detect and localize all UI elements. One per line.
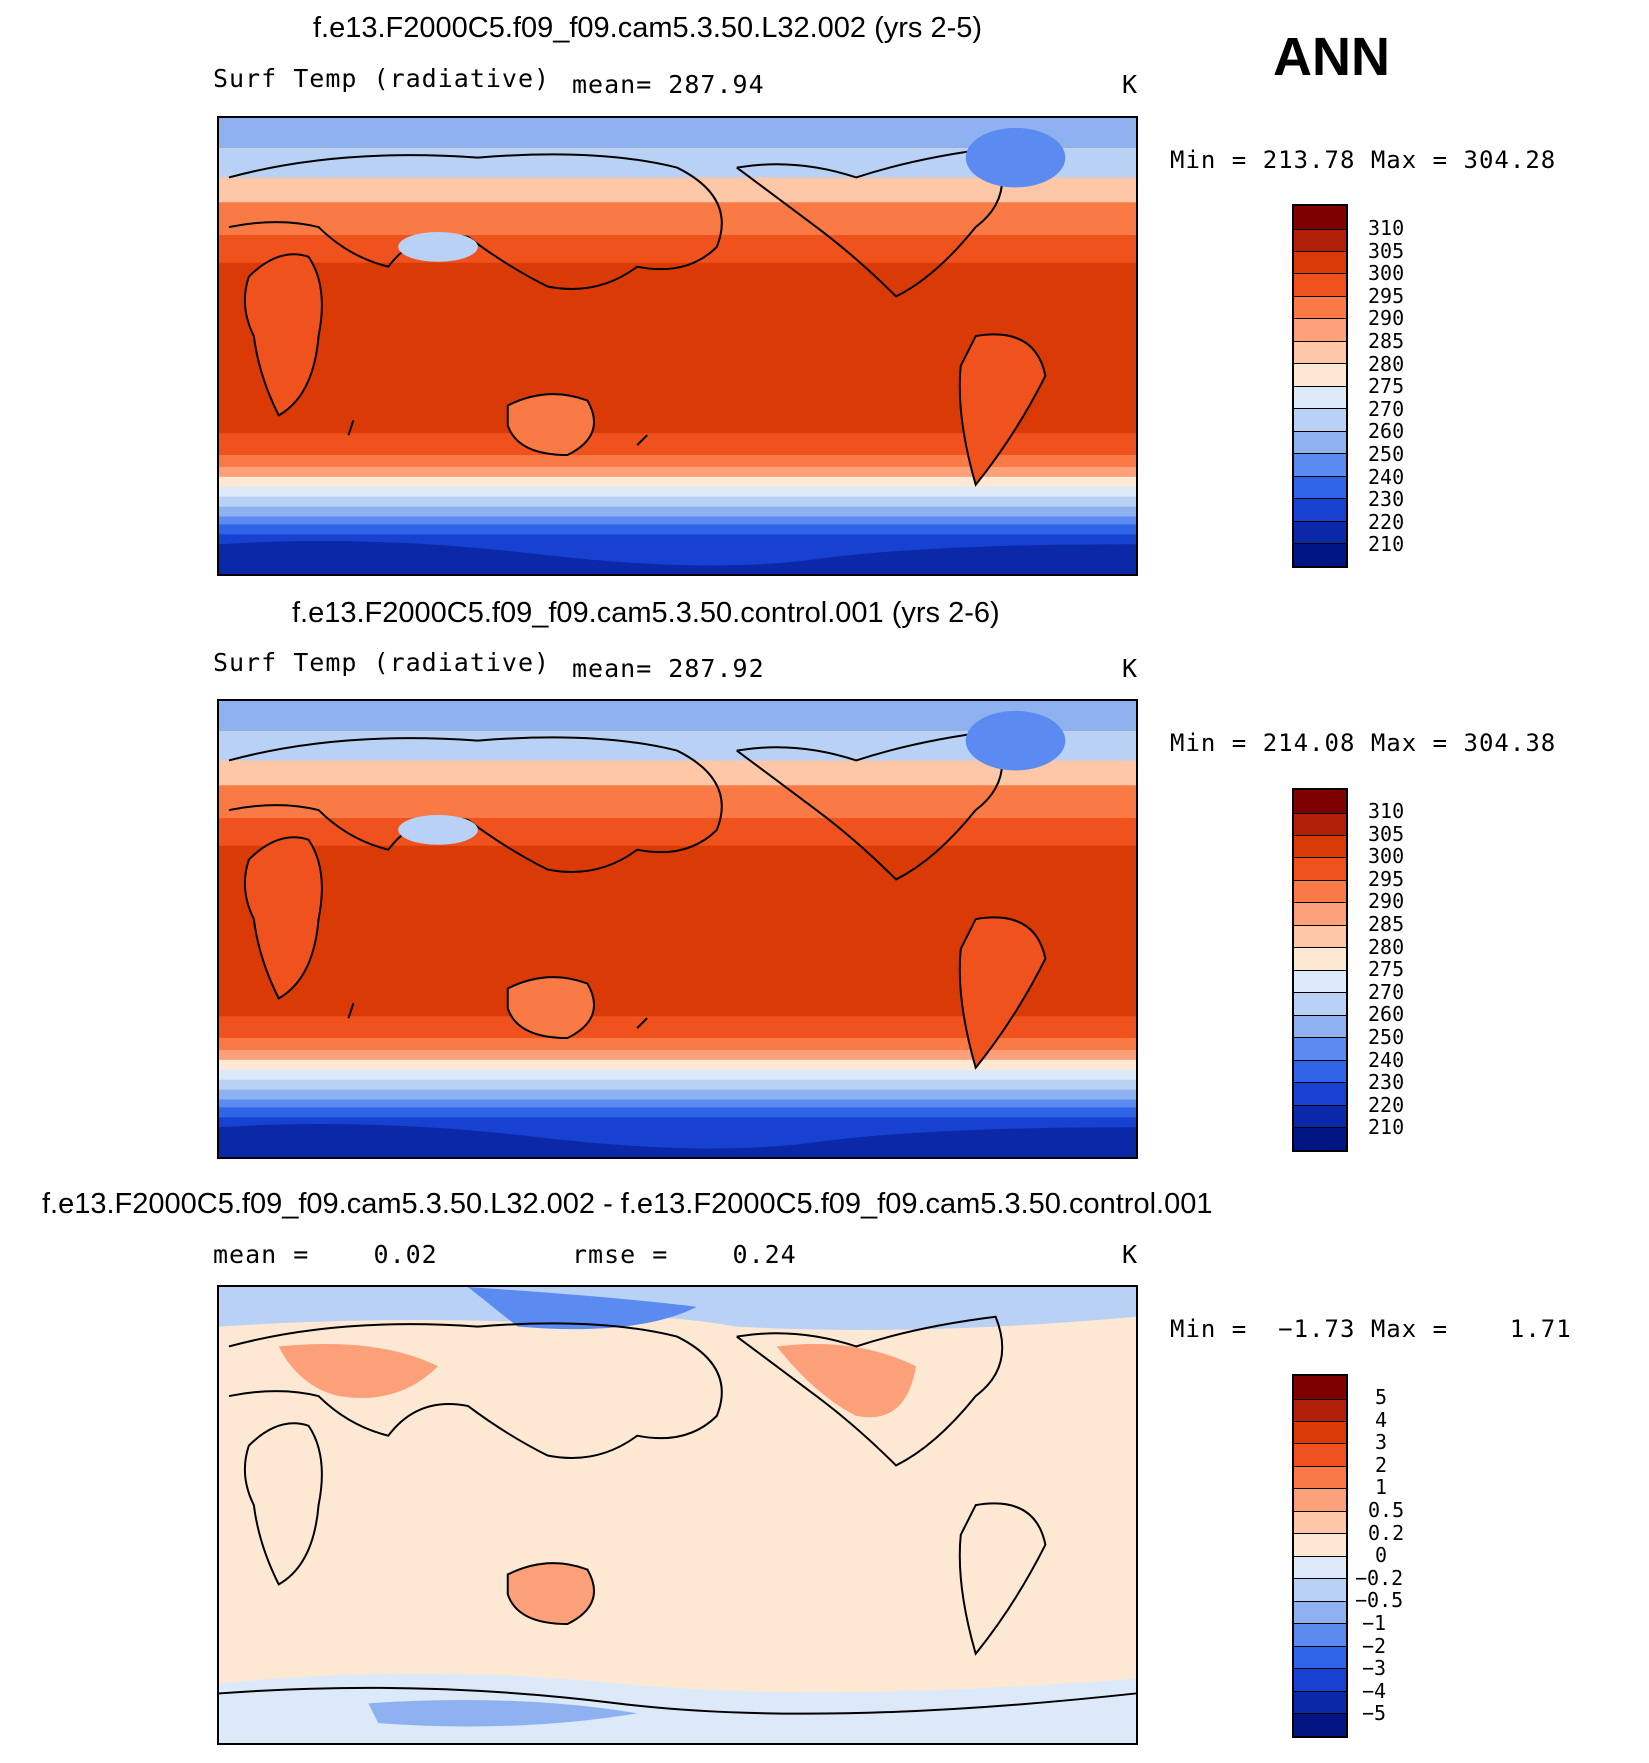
cb3-label: 3 <box>1375 1430 1388 1454</box>
cb1-label: 270 <box>1368 397 1405 421</box>
cb3-label: −1 <box>1362 1611 1387 1635</box>
cb1-label: 240 <box>1368 465 1405 489</box>
cb3-label: −0.5 <box>1355 1588 1404 1612</box>
cb2-label: 290 <box>1368 889 1405 913</box>
panel1-title: f.e13.F2000C5.f09_f09.cam5.3.50.L32.002 … <box>313 12 983 44</box>
cb1-label: 220 <box>1368 510 1405 534</box>
cb1-label: 280 <box>1368 352 1405 376</box>
cb1-label: 310 <box>1368 216 1405 240</box>
cb1-label: 230 <box>1368 487 1405 511</box>
cb2-label: 270 <box>1368 980 1405 1004</box>
panel2-colorbar <box>1292 788 1348 1152</box>
cb3-label: 5 <box>1375 1385 1388 1409</box>
cb3-label: −0.2 <box>1355 1566 1404 1590</box>
cb3-label: 0.2 <box>1368 1521 1405 1545</box>
cb2-label: 250 <box>1368 1025 1405 1049</box>
cb1-label: 275 <box>1368 374 1405 398</box>
panel2-map-svg <box>219 701 1136 1157</box>
cb2-label: 295 <box>1368 867 1405 891</box>
cb2-label: 240 <box>1368 1048 1405 1072</box>
cb1-label: 260 <box>1368 419 1405 443</box>
panel3-rmse-label: rmse = 0.24 <box>572 1240 797 1269</box>
panel3-colorbar <box>1292 1374 1348 1738</box>
panel2-variable-label: Surf Temp (radiative) <box>213 648 551 677</box>
cb1-label: 295 <box>1368 284 1405 308</box>
cb3-label: −3 <box>1362 1656 1387 1680</box>
cb1-label: 210 <box>1368 532 1405 556</box>
cb3-label: −2 <box>1362 1634 1387 1658</box>
cb3-label: −5 <box>1362 1701 1387 1725</box>
panel1-minmax-label: Min = 213.78 Max = 304.28 <box>1170 146 1557 174</box>
panel3-unit-label: K <box>1122 1240 1139 1269</box>
cb2-label: 210 <box>1368 1115 1405 1139</box>
panel3-minmax-label: Min = −1.73 Max = 1.71 <box>1170 1315 1572 1343</box>
cb3-label: −4 <box>1362 1679 1387 1703</box>
cb3-label: 0 <box>1375 1543 1388 1567</box>
cb1-label: 285 <box>1368 329 1405 353</box>
cb3-label: 0.5 <box>1368 1498 1405 1522</box>
cb2-label: 220 <box>1368 1093 1405 1117</box>
panel1-mean-label: mean= 287.94 <box>572 70 765 99</box>
panel1-variable-label: Surf Temp (radiative) <box>213 64 551 93</box>
panel1-colorbar <box>1292 204 1348 568</box>
season-label: ANN <box>1273 27 1390 87</box>
panel3-map <box>217 1285 1138 1745</box>
panel1-map <box>217 116 1138 576</box>
cb3-label: 2 <box>1375 1453 1388 1477</box>
cb2-label: 285 <box>1368 912 1405 936</box>
panel2-map <box>217 699 1138 1159</box>
panel2-minmax-label: Min = 214.08 Max = 304.38 <box>1170 729 1557 757</box>
panel1-unit-label: K <box>1122 70 1139 99</box>
panel3-title: f.e13.F2000C5.f09_f09.cam5.3.50.L32.002 … <box>42 1188 1213 1220</box>
panel2-mean-label: mean= 287.92 <box>572 654 765 683</box>
panel1-map-svg <box>219 118 1136 574</box>
cb2-label: 275 <box>1368 957 1405 981</box>
cb2-label: 280 <box>1368 935 1405 959</box>
panel2-unit-label: K <box>1122 654 1139 683</box>
cb2-label: 230 <box>1368 1070 1405 1094</box>
cb1-label: 290 <box>1368 306 1405 330</box>
cb2-label: 305 <box>1368 822 1405 846</box>
cb3-label: 4 <box>1375 1408 1388 1432</box>
panel3-map-svg <box>219 1287 1136 1743</box>
cb2-label: 310 <box>1368 799 1405 823</box>
panel2-title: f.e13.F2000C5.f09_f09.cam5.3.50.control.… <box>292 597 1000 629</box>
cb2-label: 260 <box>1368 1002 1405 1026</box>
cb1-label: 300 <box>1368 261 1405 285</box>
cb1-label: 305 <box>1368 239 1405 263</box>
cb1-label: 250 <box>1368 442 1405 466</box>
cb2-label: 300 <box>1368 844 1405 868</box>
panel3-mean-label: mean = 0.02 <box>213 1240 438 1269</box>
cb3-label: 1 <box>1375 1475 1388 1499</box>
